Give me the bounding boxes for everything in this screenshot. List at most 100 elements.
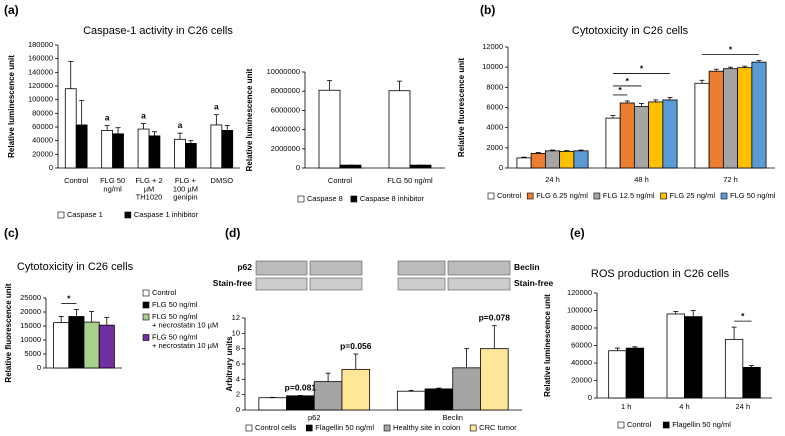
error-bar	[578, 149, 584, 151]
significance-mark: *	[741, 311, 745, 321]
y-tick-label: 40000	[571, 358, 592, 367]
legend-swatch	[350, 195, 358, 203]
y-tick-label: 4000000	[271, 125, 300, 134]
bar	[708, 70, 724, 169]
bar	[341, 368, 371, 411]
legend-label: FLG 25 ng/ml	[670, 191, 716, 200]
bar	[75, 124, 88, 169]
y-tick-label: 80000	[571, 323, 592, 332]
x-tick-label: Control	[328, 176, 353, 185]
error-bar	[464, 348, 470, 368]
bar	[544, 150, 561, 169]
error-bar	[491, 325, 497, 349]
bar	[313, 381, 343, 411]
error-bar	[564, 150, 570, 152]
western-blots	[255, 260, 511, 291]
error-bar	[408, 390, 414, 392]
error-bar	[353, 353, 359, 370]
chart-title: Caspase-1 activity in C26 cells	[83, 25, 233, 37]
error-bar	[521, 156, 527, 158]
blot-band	[255, 277, 308, 291]
y-tick-label: 6000	[486, 102, 503, 111]
error-bar	[224, 125, 230, 131]
y-tick-label: 0	[37, 363, 41, 372]
x-tick-label: FLG 50 ng/ml	[387, 176, 433, 185]
error-bar	[188, 140, 194, 144]
error-bar	[213, 114, 219, 125]
y-tick-label: 5000	[24, 349, 41, 358]
significance-mark: *	[729, 45, 733, 55]
annotation: a	[214, 102, 219, 112]
bar	[409, 164, 432, 169]
error-bar	[436, 387, 442, 389]
bar	[684, 316, 703, 399]
blot-band	[447, 260, 511, 276]
blot-band	[309, 277, 363, 291]
error-bar	[653, 99, 659, 102]
y-axis-label: Relative fluorescence unit	[4, 283, 13, 382]
legend-label: CRC tumor	[479, 423, 517, 432]
error-bar	[104, 316, 110, 326]
x-tick-label: 24 h	[736, 402, 751, 411]
bar	[221, 130, 234, 169]
error-bar	[397, 80, 402, 91]
y-tick-label: 40000	[32, 136, 53, 145]
bar	[694, 82, 710, 169]
bar	[662, 99, 678, 169]
y-tick-label: 20000	[571, 375, 592, 384]
y-tick-label: 8000	[486, 82, 503, 91]
blot-band	[397, 260, 446, 276]
panel-label: (b)	[480, 3, 495, 17]
legend-swatch	[617, 421, 625, 429]
significance-mark: *	[618, 85, 622, 95]
y-tick-label: 20000	[20, 307, 41, 316]
y-tick-label: 120000	[567, 288, 592, 297]
error-bar	[639, 103, 644, 107]
y-axis-label: Arbitrary units	[225, 336, 234, 392]
y-tick-label: 8000000	[271, 86, 300, 95]
chart: Relative luminescence unit 0 2000000 400000…	[245, 67, 445, 203]
legend-label: Control	[627, 420, 652, 429]
legend-swatch	[57, 211, 65, 219]
annotation: a	[141, 111, 146, 121]
y-tick-label: 60000	[32, 122, 53, 131]
error-bar	[614, 347, 620, 351]
bar	[666, 313, 685, 399]
error-bar	[728, 66, 733, 69]
y-tick-label: 120000	[28, 81, 53, 90]
bar	[174, 138, 186, 169]
legend-swatch	[142, 313, 150, 321]
legend-label: Control cells	[255, 423, 297, 432]
error-bar	[610, 115, 616, 119]
y-tick-label: 100000	[567, 305, 592, 314]
y-tick-label: 140000	[28, 67, 53, 76]
y-tick-label: 4000	[486, 123, 503, 132]
blot-band	[309, 260, 363, 276]
error-bar	[535, 152, 541, 154]
panel-label: (c)	[4, 226, 19, 240]
significance-mark: *	[67, 294, 71, 304]
chart: (e) ROS production in C26 cells Relative l…	[543, 226, 772, 429]
legend-swatch	[142, 289, 150, 297]
y-tick-label: 160000	[28, 54, 53, 63]
legend-label: FLG 50 ng/ml + necrostatin 10 µM	[152, 332, 218, 349]
x-tick-label: DMSO	[211, 176, 234, 185]
legend-label: FLG 50 ng/ml	[730, 191, 776, 200]
bar	[101, 130, 114, 169]
legend-swatch	[469, 424, 477, 432]
bar	[184, 142, 197, 169]
x-tick-label: p62	[308, 413, 321, 422]
significance-mark: *	[640, 64, 644, 74]
error-bar	[327, 80, 332, 91]
bar	[210, 124, 223, 169]
bar	[64, 88, 77, 169]
error-bar	[749, 365, 755, 368]
blot-label: Stain-free	[213, 278, 252, 288]
legend-label: Flagellin 50 ng/ml	[315, 423, 374, 432]
blot-band	[447, 277, 511, 291]
bar	[737, 67, 753, 169]
y-tick-label: 80000	[32, 108, 53, 117]
y-tick-label: 0	[588, 393, 592, 402]
bar	[137, 128, 150, 169]
y-axis-label: Relative luminescence unit	[543, 294, 552, 397]
